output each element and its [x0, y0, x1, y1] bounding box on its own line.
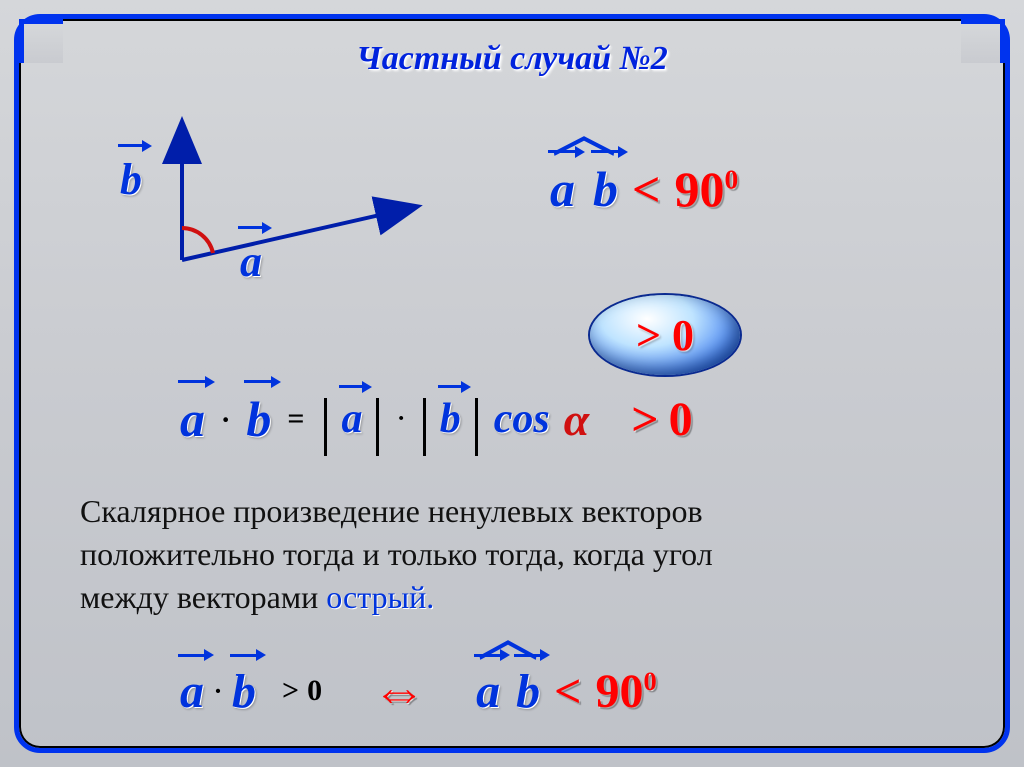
abs-bar-icon [324, 398, 327, 456]
bottom-first-val: 0 [307, 674, 322, 708]
bottom-b: b [232, 664, 256, 719]
statement-highlight: острый. [326, 579, 434, 615]
vector-diagram: b a [130, 110, 430, 280]
dot-product-formula: a · b = a · b cos α > 0 [180, 390, 693, 448]
angle-sup: 0 [725, 163, 739, 194]
formula-alpha: α [560, 393, 589, 446]
statement-text: Скалярное произведение ненулевых векторо… [80, 490, 944, 620]
formula-b2: b [440, 395, 461, 443]
bottom-angle-sup: 0 [643, 666, 656, 696]
diagram-label-a: a [240, 236, 262, 287]
bottom-angle-val: 90 [595, 665, 643, 718]
bottom-a: a [180, 664, 204, 719]
iff-icon: ⇔ [372, 660, 426, 722]
formula-dot1: · [215, 396, 236, 443]
bottom-angle-a: a [476, 664, 500, 719]
formula-cos: cos [492, 395, 550, 443]
bottom-equivalence: a · b > 0 ⇔ a b < 900 [180, 660, 924, 722]
bottom-first-op: > [282, 674, 299, 708]
abs-bar-icon [423, 398, 426, 456]
formula-a2: a [341, 395, 362, 443]
formula-b1: b [246, 390, 271, 448]
bottom-angle-op: < [554, 664, 581, 719]
vector-svg [130, 110, 430, 280]
statement-line2: положительно тогда и только тогда, когда… [80, 533, 944, 576]
angle-vec-b: b [593, 160, 618, 218]
angle-inequality: a b < 900 [550, 160, 738, 218]
bottom-dot: · [212, 670, 224, 712]
formula-tail-val: 0 [669, 392, 693, 447]
formula-tail-op: > [631, 392, 658, 447]
angle-op: < [632, 160, 661, 218]
slide-title: Частный случай №2 [0, 40, 1024, 78]
formula-eq: = [281, 402, 310, 436]
abs-bar-icon [376, 398, 379, 456]
highlight-oval: > 0 [590, 295, 740, 375]
angle-value: 90 [675, 161, 725, 217]
formula-dot2: · [393, 400, 408, 438]
slide-background: Частный случай №2 b a a b < [0, 0, 1024, 767]
abs-bar-icon [475, 398, 478, 456]
diagram-label-b: b [120, 154, 142, 205]
oval-text: > 0 [636, 310, 694, 361]
formula-a1: a [180, 390, 205, 448]
bottom-angle-b: b [516, 664, 540, 719]
angle-vec-a: a [550, 160, 575, 218]
statement-line3a: между векторами [80, 579, 318, 615]
statement-line1: Скалярное произведение ненулевых векторо… [80, 490, 944, 533]
